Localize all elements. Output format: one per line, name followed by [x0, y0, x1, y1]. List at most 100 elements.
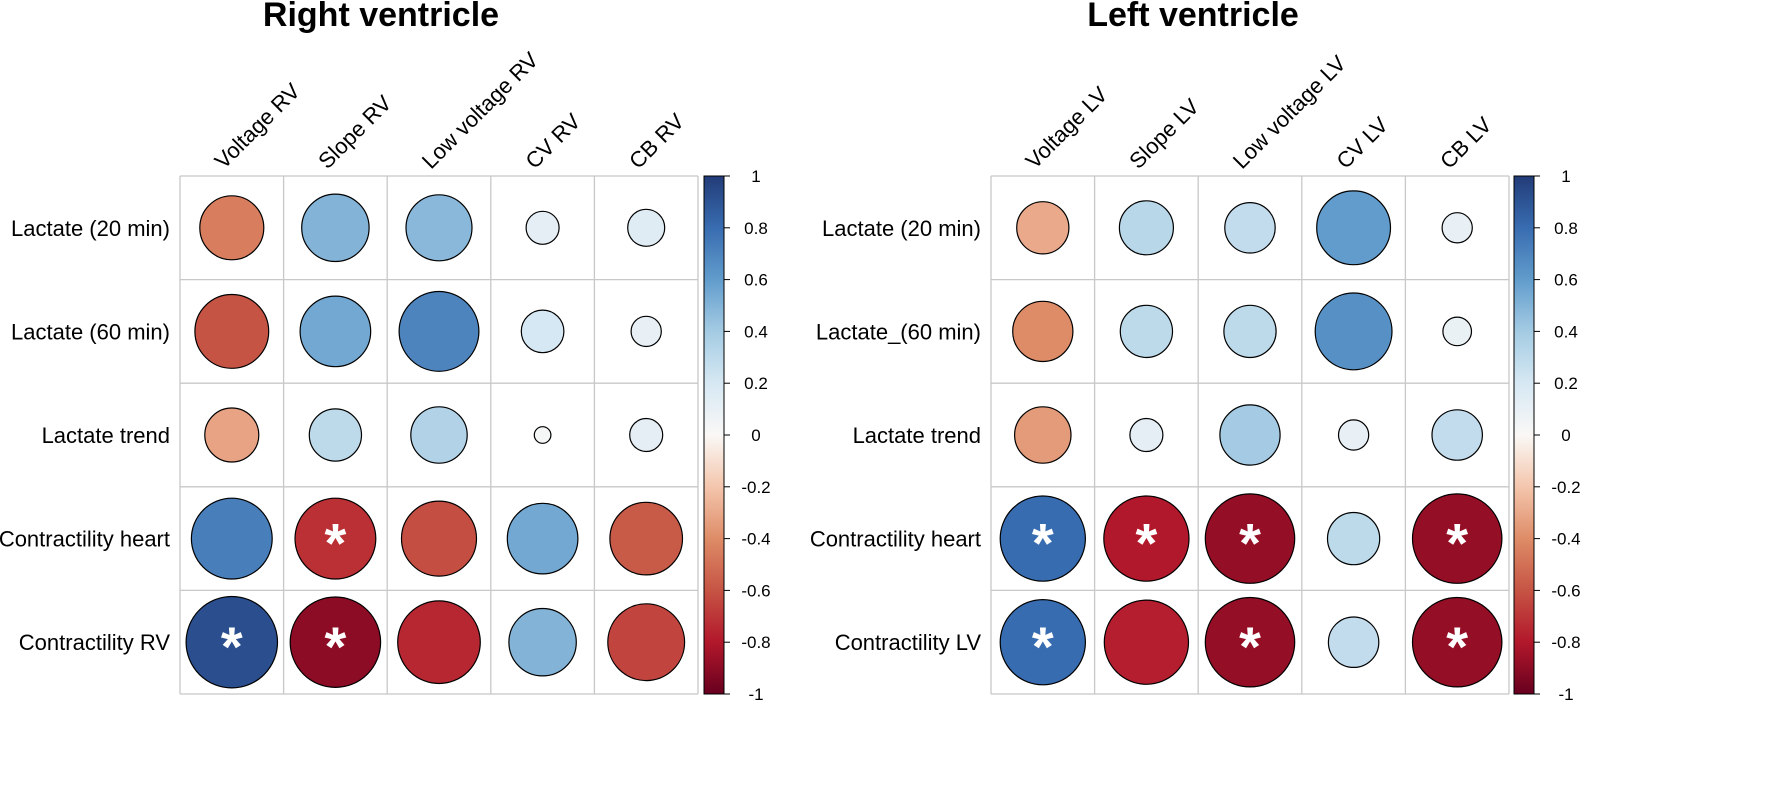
- correlation-circle: [289, 596, 382, 689]
- correlation-circle: [299, 295, 372, 368]
- correlation-circle: [1012, 300, 1074, 363]
- correlation-circle: [525, 210, 560, 245]
- correlation-circle: [1204, 596, 1296, 688]
- correlation-circle: [1442, 316, 1473, 347]
- correlation-circle: [999, 495, 1087, 582]
- correlation-circle: [400, 500, 478, 577]
- significance-star: *: [1446, 615, 1468, 678]
- correlation-circle: [194, 293, 270, 369]
- colorbar-tick-label: -0.8: [741, 633, 770, 652]
- colorbar-tick-label: -0.8: [1551, 633, 1580, 652]
- row-label: Contractility RV: [19, 630, 171, 655]
- colorbar-tick-label: -1: [1558, 685, 1573, 704]
- colorbar-tick-label: 1: [1561, 167, 1570, 186]
- correlation-circle: [533, 426, 552, 444]
- correlation-circle: [607, 603, 686, 682]
- row-label: Lactate_(60 min): [816, 319, 981, 344]
- correlation-circle: [609, 501, 684, 576]
- colorbar-tick-label: 0.8: [1554, 219, 1578, 238]
- correlation-circle: [1016, 201, 1070, 255]
- colorbar-tick-label: -0.4: [741, 530, 770, 549]
- panel-title: Left ventricle: [1087, 0, 1299, 34]
- panel-title: Right ventricle: [263, 0, 499, 34]
- colorbar-tick-label: -0.4: [1551, 530, 1580, 549]
- colorbar-tick-label: 0: [1561, 426, 1570, 445]
- significance-star: *: [221, 615, 243, 678]
- correlation-circle: [1118, 200, 1175, 256]
- colorbar-tick-label: -0.6: [1551, 581, 1580, 600]
- correlation-circle: [1431, 409, 1484, 461]
- column-label: CV LV: [1331, 112, 1393, 174]
- significance-star: *: [1239, 615, 1261, 678]
- column-label: CB LV: [1435, 112, 1497, 174]
- correlation-circle: [1327, 616, 1380, 669]
- colorbar-tick-label: 0.2: [1554, 374, 1578, 393]
- correlation-circle: [508, 607, 577, 677]
- colorbar-tick-label: 0.8: [744, 219, 768, 238]
- correlation-circle: [405, 194, 473, 262]
- correlation-circle: [308, 408, 363, 462]
- significance-star: *: [325, 512, 347, 575]
- colorbar-tick-label: 0.6: [744, 271, 768, 290]
- colorbar: [1513, 175, 1535, 695]
- colorbar-tick-label: 0.4: [744, 322, 768, 341]
- colorbar-tick-label: -0.6: [741, 581, 770, 600]
- colorbar-tick-label: 0.4: [1554, 322, 1578, 341]
- correlation-circle: [410, 406, 468, 464]
- correlation-circle: [1314, 292, 1393, 371]
- correlation-circle: [1224, 202, 1276, 254]
- correlation-circle: [1337, 419, 1370, 451]
- correlation-circle: [1411, 493, 1503, 584]
- correlation-circle: [629, 417, 664, 453]
- row-label: Lactate trend: [853, 423, 981, 448]
- correlation-circle: [397, 600, 481, 685]
- correlation-circle: [1103, 495, 1190, 582]
- panel-1: Left ventricle Lactate (20 min) Lactate_(6…: [810, 0, 1581, 704]
- colorbar-tick-label: -1: [748, 685, 763, 704]
- correlation-circle: [185, 595, 279, 689]
- column-label: Voltage RV: [210, 78, 305, 173]
- correlation-circle: [301, 193, 370, 263]
- correlation-circle: [294, 497, 377, 580]
- row-label: Contractility LV: [835, 630, 982, 655]
- correlation-circle: [1204, 493, 1296, 584]
- correlation-circle: [1441, 212, 1473, 244]
- correlation-circle: [627, 208, 666, 247]
- correlation-circle: [999, 599, 1087, 686]
- column-label: CV RV: [520, 108, 585, 173]
- significance-star: *: [1239, 512, 1261, 575]
- correlation-circle: [1014, 406, 1072, 464]
- significance-star: *: [1032, 615, 1054, 678]
- correlation-circle: [1316, 190, 1392, 266]
- correlation-circle: [190, 497, 273, 580]
- column-label: Slope RV: [313, 90, 396, 173]
- correlation-circle: [199, 195, 265, 261]
- correlation-circle: [1219, 404, 1281, 466]
- colorbar-tick-label: -0.2: [1551, 478, 1580, 497]
- column-label: CB RV: [624, 108, 689, 173]
- correlation-circle: [398, 290, 480, 372]
- panel-0: Right ventricle Lactate (20 min) Lactate (…: [0, 0, 771, 704]
- colorbar-tick-label: -0.2: [741, 478, 770, 497]
- significance-star: *: [1032, 512, 1054, 575]
- row-label: Lactate (20 min): [11, 216, 170, 241]
- correlation-circle: [204, 407, 260, 463]
- correlation-circle: [506, 502, 579, 575]
- colorbar: [703, 175, 725, 695]
- row-label: Lactate (60 min): [11, 319, 170, 344]
- column-label: Voltage LV: [1021, 82, 1113, 174]
- correlation-circle: [1411, 596, 1503, 688]
- significance-star: *: [325, 615, 347, 678]
- colorbar-tick-label: 0.6: [1554, 271, 1578, 290]
- row-label: Lactate trend: [42, 423, 170, 448]
- correlation-circle: [1129, 417, 1164, 453]
- significance-star: *: [1136, 512, 1158, 575]
- row-label: Contractility heart: [0, 527, 170, 552]
- correlation-circle: [1326, 511, 1381, 566]
- correlation-circle: [1223, 304, 1277, 359]
- column-label: Slope LV: [1124, 94, 1204, 174]
- row-label: Lactate (20 min): [822, 216, 981, 241]
- correlation-circle: [630, 315, 662, 348]
- correlation-circle: [1103, 599, 1190, 685]
